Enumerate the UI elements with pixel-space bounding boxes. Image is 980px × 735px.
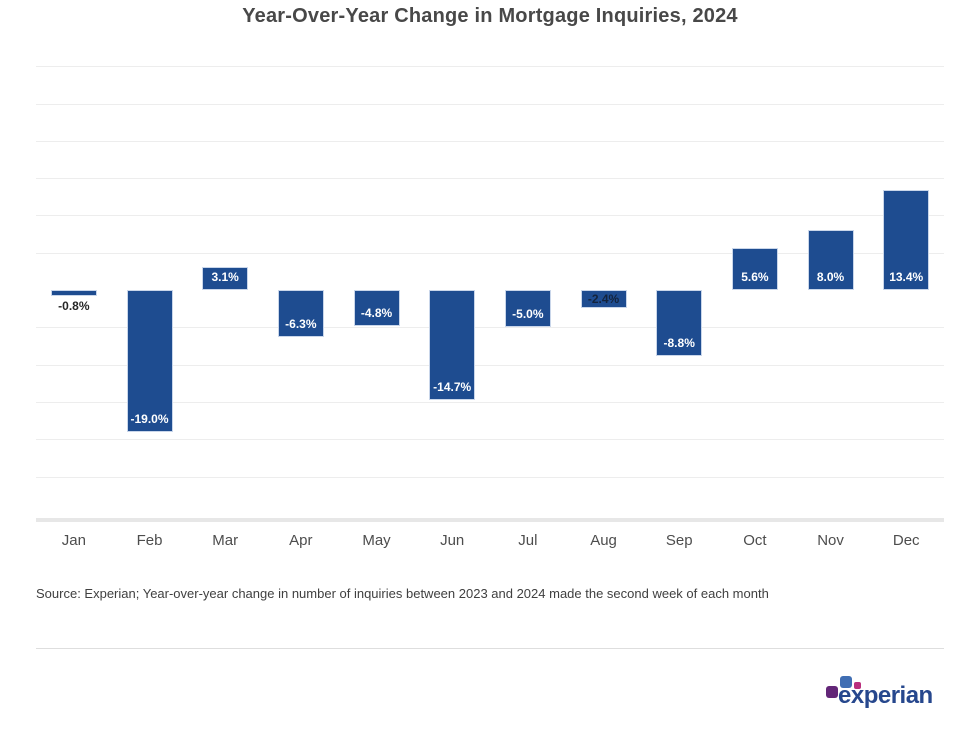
plot-area: -0.8% -19.0% 3.1% -6.3% -4.8% -14.7% -5.0% -2.4… <box>36 55 944 522</box>
bar: 5.6% <box>731 248 778 290</box>
x-axis-labels: Jan Feb Mar Apr May Jun Jul Aug Sep Oct Nov Dec <box>36 526 944 556</box>
bar: 3.1% <box>202 266 249 290</box>
bar-value-label: -8.8% <box>663 335 695 350</box>
gridline <box>36 178 944 180</box>
bar: 8.0% <box>807 230 854 290</box>
bar-column-oct: 5.6% <box>717 55 793 522</box>
month-label-oct: Oct <box>743 532 767 549</box>
chart-title: Year-Over-Year Change in Mortgage Inquir… <box>242 5 738 27</box>
bar: 13.4% <box>883 190 930 290</box>
x-axis-line <box>36 518 944 522</box>
month-label-feb: Feb <box>136 532 163 549</box>
bar-column-may: -4.8% <box>339 55 415 522</box>
bar: -6.3% <box>277 290 324 337</box>
month-label-nov: Nov <box>817 532 844 549</box>
gridline <box>36 215 944 217</box>
gridline <box>36 140 944 142</box>
gridline <box>36 103 944 105</box>
month-label-aug: Aug <box>590 532 617 549</box>
bar-column-jul: -5.0% <box>490 55 566 522</box>
bar <box>50 290 97 296</box>
bar-value-label: -6.3% <box>285 317 317 331</box>
bar-value-label: 3.1% <box>211 269 239 284</box>
bar-column-apr: -6.3% <box>263 55 339 522</box>
bar-value-label: 8.0% <box>816 269 845 284</box>
logo-square-purple <box>826 686 838 698</box>
month-label-dec: Dec <box>892 532 920 549</box>
gridline <box>36 364 944 366</box>
month-label-jul: Jul <box>518 532 538 549</box>
month-label-sep: Sep <box>665 532 693 549</box>
bar: -19.0% <box>126 290 173 432</box>
gridline <box>36 476 944 478</box>
bar-value-label: -2.4% <box>587 292 620 306</box>
bar-value-label: -0.8% <box>58 299 90 313</box>
bar-value-label: -5.0% <box>512 307 544 322</box>
bar-value-label: -14.7% <box>433 379 472 394</box>
bar: -14.7% <box>429 290 476 400</box>
month-label-mar: Mar <box>212 532 239 549</box>
gridline <box>36 66 944 68</box>
experian-logo: experian <box>826 675 956 735</box>
month-label-apr: Apr <box>289 532 313 549</box>
gridline <box>36 252 944 254</box>
bar-column-aug: -2.4% <box>566 55 642 522</box>
bars-layer: -0.8% -19.0% 3.1% -6.3% -4.8% -14.7% -5.0% -2.4… <box>36 55 944 522</box>
gridline <box>36 401 944 403</box>
bar-column-nov: 8.0% <box>793 55 869 522</box>
bar-column-sep: -8.8% <box>641 55 717 522</box>
bar-column-jun: -14.7% <box>414 55 490 522</box>
logo-square-blue <box>840 676 852 688</box>
bar-column-feb: -19.0% <box>112 55 188 522</box>
month-label-may: May <box>362 532 391 549</box>
bar: -2.4% <box>580 290 627 308</box>
logo-square-pink <box>854 682 861 689</box>
bar-column-mar: 3.1% <box>187 55 263 522</box>
bar-value-label: -4.8% <box>360 305 393 320</box>
bar: -5.0% <box>504 290 551 328</box>
source-note: Source: Experian; Year-over-year change … <box>36 586 769 601</box>
bar-column-dec: 13.4% <box>868 55 944 522</box>
footer-divider <box>36 648 944 649</box>
gridline <box>36 327 944 329</box>
month-label-jan: Jan <box>61 532 86 549</box>
bar: -4.8% <box>353 290 400 326</box>
bar-value-label: 5.6% <box>741 269 769 284</box>
bar: -8.8% <box>656 290 703 356</box>
bar-value-label: -19.0% <box>130 411 169 426</box>
bar-value-label: 13.4% <box>889 270 924 284</box>
experian-wordmark: experian <box>838 682 933 709</box>
gridline <box>36 439 944 441</box>
month-label-jun: Jun <box>440 532 465 549</box>
bar-column-jan: -0.8% <box>36 55 112 522</box>
